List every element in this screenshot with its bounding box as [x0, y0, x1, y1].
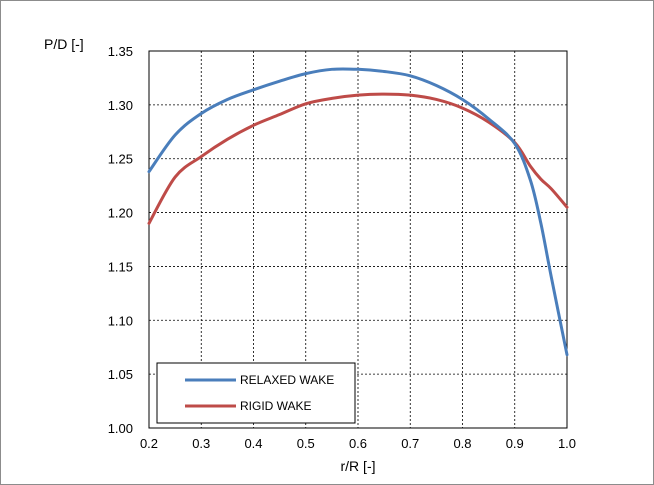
- legend-box: [156, 362, 356, 424]
- plot-area: [148, 50, 568, 429]
- y-tick-label: 1.10: [108, 313, 133, 328]
- x-tick-label: 1.0: [558, 436, 576, 451]
- x-tick-label: 0.8: [453, 436, 471, 451]
- x-tick-label: 0.7: [401, 436, 419, 451]
- x-tick-label: 0.3: [192, 436, 210, 451]
- y-tick-label: 1.15: [108, 259, 133, 274]
- x-tick-label: 0.2: [140, 436, 158, 451]
- y-tick-label: 1.30: [108, 98, 133, 113]
- y-tick-label: 1.00: [108, 421, 133, 436]
- x-tick-labels: 0.2 0.3 0.4 0.5 0.6 0.7 0.8 0.9 1.0: [140, 436, 576, 451]
- series-line-relaxed-wake: [147, 67, 569, 357]
- x-tick-label: 0.5: [297, 436, 315, 451]
- legend: RELAXED WAKE RIGID WAKE: [156, 362, 356, 424]
- y-tick-label: 1.05: [108, 367, 133, 382]
- y-tick-labels: 1.00 1.05 1.10 1.15 1.20 1.25 1.30 1.35: [108, 44, 133, 436]
- x-tick-label: 0.9: [506, 436, 524, 451]
- y-tick-label: 1.35: [108, 44, 133, 59]
- series-layer: [147, 67, 569, 357]
- y-tick-label: 1.25: [108, 152, 133, 167]
- x-tick-label: 0.4: [244, 436, 262, 451]
- x-axis-label: r/R [-]: [341, 458, 376, 474]
- x-tick-label: 0.6: [349, 436, 367, 451]
- legend-label-rigid-wake: RIGID WAKE: [240, 399, 312, 413]
- legend-label-relaxed-wake: RELAXED WAKE: [240, 373, 334, 387]
- y-axis-label: P/D [-]: [44, 36, 84, 52]
- series-line-rigid-wake: [147, 92, 569, 225]
- y-tick-label: 1.20: [108, 206, 133, 221]
